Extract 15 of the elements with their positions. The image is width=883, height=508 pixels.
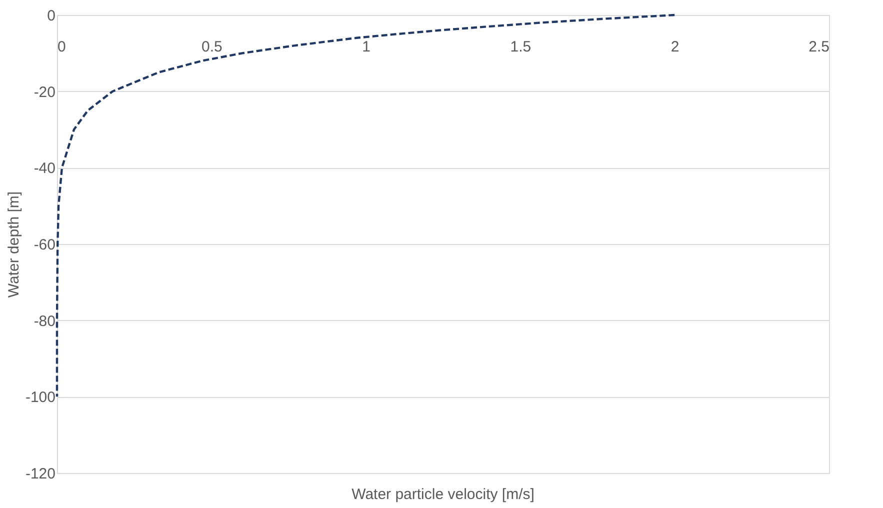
y-tick-label: -100 (25, 389, 56, 406)
y-tick-label: 0 (47, 8, 56, 24)
y-tick-label: -40 (34, 160, 56, 178)
x-tick-label: 1.5 (510, 38, 532, 56)
y-tick-label: -80 (34, 312, 56, 330)
x-tick-label: 1 (362, 38, 370, 56)
x-tick-label: 2.5 (808, 38, 830, 56)
y-tick-label: -20 (34, 84, 56, 101)
y-axis-title: Water depth [m] (5, 191, 22, 298)
x-tick-label: 0.5 (201, 38, 222, 56)
x-tick-label: 2 (670, 38, 680, 56)
y-tick-label: -120 (25, 466, 56, 482)
x-axis-title: Water particle velocity [m/s] (352, 486, 534, 503)
x-tick-label: 0 (58, 38, 66, 56)
y-tick-label: -60 (34, 236, 56, 254)
